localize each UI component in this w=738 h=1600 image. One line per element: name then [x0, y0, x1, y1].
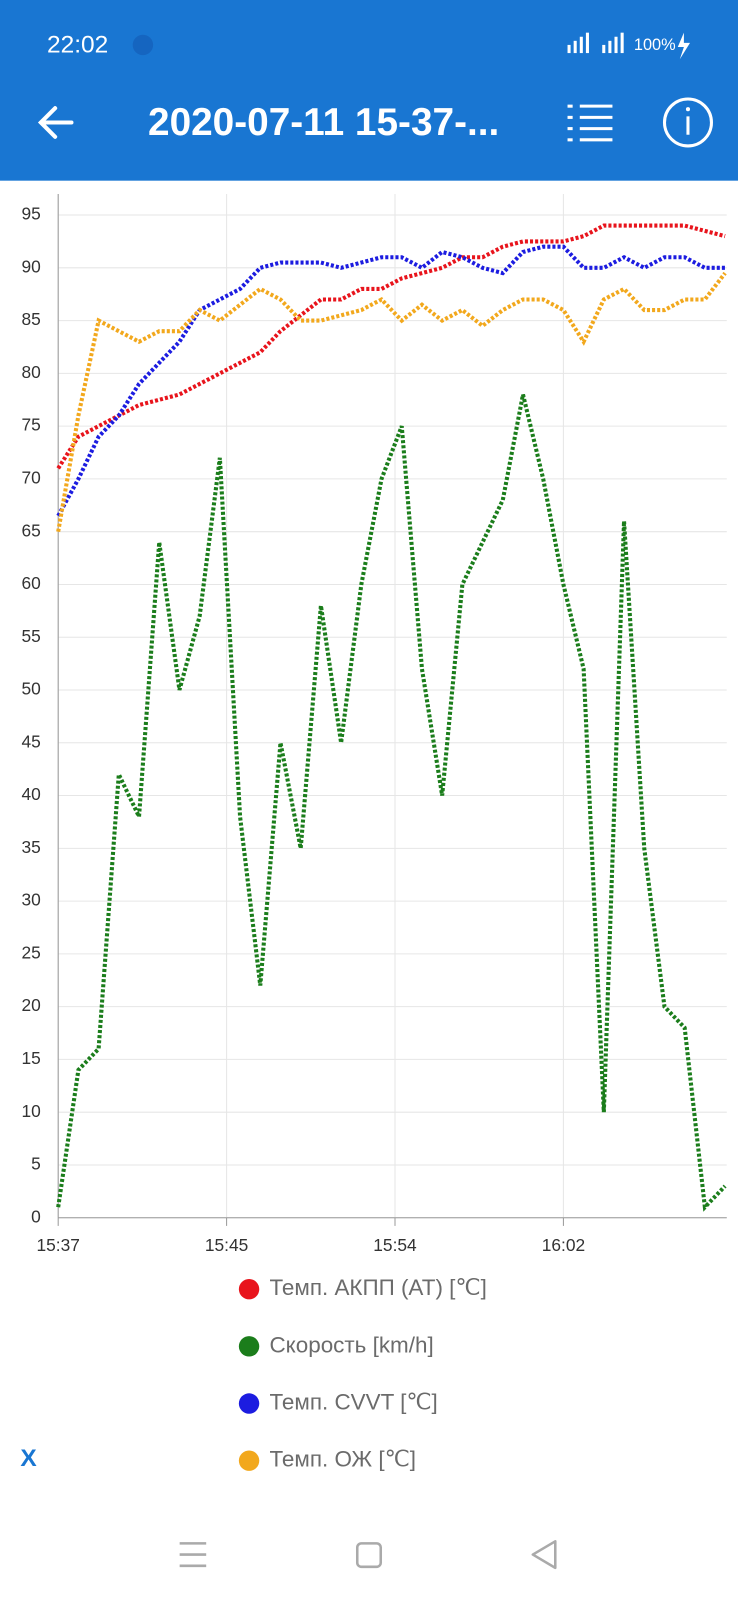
y-tick-label: 30	[22, 890, 41, 910]
y-tick-label: 85	[22, 309, 41, 329]
series-line	[56, 223, 726, 470]
screen-title: 2020-07-11 15-37-...	[148, 101, 499, 144]
x-tick-label: 15:54	[373, 1235, 417, 1255]
charging-icon	[677, 32, 691, 60]
y-tick-label: 0	[31, 1206, 41, 1226]
y-tick-label: 20	[22, 995, 41, 1015]
y-tick-label: 65	[22, 520, 41, 540]
y-tick-label: 35	[22, 837, 41, 857]
x-tick-label: 15:45	[205, 1235, 248, 1255]
y-tick-label: 90	[22, 256, 41, 276]
y-tick-label: 10	[22, 1101, 41, 1121]
legend-label: Темп. АКПП (AT) [℃]	[269, 1275, 486, 1300]
list-button[interactable]	[567, 104, 613, 142]
y-tick-label: 75	[22, 415, 41, 435]
y-tick-label: 50	[22, 679, 41, 699]
legend-marker	[238, 1450, 260, 1471]
series-line	[56, 271, 727, 533]
usb-icon	[132, 34, 154, 56]
signal-icons	[567, 32, 624, 54]
nav-bar	[179, 1540, 557, 1570]
y-tick-label: 80	[22, 362, 41, 382]
nav-home[interactable]	[355, 1542, 383, 1569]
legend-marker	[238, 1336, 260, 1357]
y-tick-label: 95	[22, 204, 41, 224]
back-button[interactable]	[37, 106, 74, 139]
y-tick-label: 25	[22, 942, 41, 962]
legend-marker	[238, 1393, 260, 1414]
y-tick-label: 5	[31, 1154, 41, 1174]
y-tick-label: 55	[22, 626, 41, 646]
y-tick-label: 70	[22, 467, 41, 487]
legend-label: Темп. ОЖ [℃]	[269, 1447, 416, 1472]
legend-marker	[238, 1278, 260, 1300]
chart: 0 5 10 15 20 25 30 35 40 45 50 55 60 65 70 75 80 85 90 95 15…	[22, 193, 727, 1255]
battery-text: 100%	[634, 36, 676, 54]
y-tick-label: 15	[22, 1048, 41, 1068]
y-tick-label: 40	[22, 784, 41, 804]
nav-menu[interactable]	[179, 1542, 207, 1568]
series-line	[56, 244, 726, 517]
close-button[interactable]: X	[20, 1445, 37, 1472]
legend-label: Темп. CVVT [℃]	[269, 1389, 437, 1414]
x-tick-label: 15:37	[36, 1235, 79, 1255]
series-line	[56, 394, 727, 1212]
nav-back[interactable]	[531, 1540, 557, 1570]
app-bar	[0, 0, 738, 181]
y-tick-label: 60	[22, 573, 41, 593]
x-tick-label: 16:02	[542, 1235, 585, 1255]
legend-label: Скорость [km/h]	[269, 1332, 433, 1357]
status-time: 22:02	[47, 31, 108, 58]
y-tick-label: 45	[22, 731, 41, 751]
info-button[interactable]	[662, 97, 713, 148]
